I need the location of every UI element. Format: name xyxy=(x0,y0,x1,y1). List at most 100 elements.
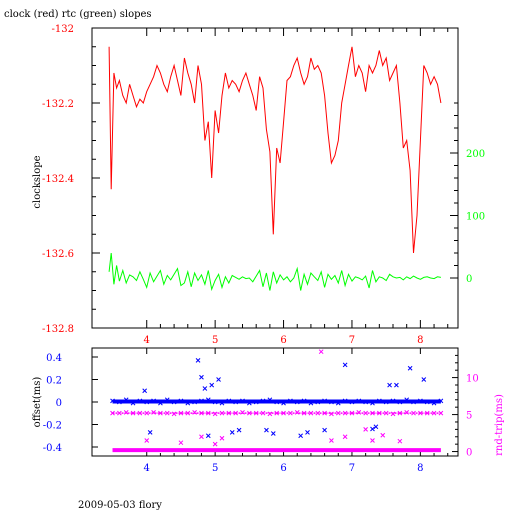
offset-point xyxy=(202,386,208,391)
rndtrip-point xyxy=(411,410,416,416)
offset-point xyxy=(253,399,259,405)
offset-point xyxy=(342,362,348,368)
offset-point xyxy=(260,398,266,404)
clock-plot-series xyxy=(108,46,442,292)
rndtrip-point xyxy=(219,435,225,441)
offset-point xyxy=(390,398,396,404)
y-tick-label: -132.8 xyxy=(42,324,74,335)
offset-point xyxy=(212,399,218,405)
rndtrip-point xyxy=(192,410,197,415)
offset-point xyxy=(147,430,153,435)
rndtrip-point xyxy=(205,410,211,416)
rndtrip-point xyxy=(322,410,327,416)
rndtrip-point xyxy=(315,410,321,416)
rndtrip-point xyxy=(130,410,136,416)
offset-point xyxy=(229,430,235,435)
offset-point xyxy=(315,399,321,405)
x-tick-label: 5 xyxy=(212,463,218,474)
clock-plot-ticks xyxy=(92,27,458,329)
rndtrip-point xyxy=(390,411,396,417)
y-tick-label: 0.2 xyxy=(46,376,62,387)
offset-point xyxy=(199,374,204,380)
rndtrip-point xyxy=(370,410,375,416)
rndtrip-point xyxy=(233,410,239,416)
rndtrip-point xyxy=(363,427,368,432)
offset-point xyxy=(342,398,348,404)
x-tick-label: 5 xyxy=(212,335,218,346)
offset-point xyxy=(370,400,375,406)
offset-point xyxy=(240,398,245,404)
offset-point xyxy=(158,400,163,406)
offset-point xyxy=(226,398,232,404)
y-tick-label: -0.2 xyxy=(43,421,62,432)
offset-point xyxy=(329,399,334,405)
x-tick-label: 6 xyxy=(280,463,286,474)
offset-point xyxy=(270,431,276,436)
y-tick-label: -0.4 xyxy=(43,443,62,454)
rndtrip-point xyxy=(199,410,204,416)
rndtrip-point xyxy=(342,410,348,416)
y-tick-label: -132.2 xyxy=(42,99,74,110)
x-tick-label: 7 xyxy=(349,335,355,346)
rndtrip-point xyxy=(383,410,389,416)
offset-point xyxy=(264,427,269,433)
y-tick-label: -132.6 xyxy=(42,249,74,260)
offset-plot-labels: 4 5 6 7 8 0.4 0.2 0 -0.2 -0.4 10 5 0 xyxy=(43,353,479,474)
rndtrip-point xyxy=(281,410,286,416)
rndtrip-point xyxy=(267,411,273,417)
rndtrip-point xyxy=(370,438,375,443)
rndtrip-point xyxy=(144,438,150,443)
rndtrip-axis-label: rnd-trip(ms) xyxy=(494,394,505,456)
offset-point xyxy=(192,399,197,405)
footer-date-author: 2009-05-03 flory xyxy=(78,500,162,511)
rndtrip-point xyxy=(199,434,204,440)
offset-point xyxy=(171,399,177,405)
clock-slope-line xyxy=(108,46,442,254)
rndtrip-point xyxy=(363,410,368,416)
offset-point xyxy=(144,399,150,405)
offset-axis-label: offset(ms) xyxy=(32,377,43,428)
offset-point xyxy=(236,427,242,433)
offset-point xyxy=(117,399,122,405)
y-tick-label: 0 xyxy=(56,398,62,409)
y2-tick-label: 10 xyxy=(466,374,479,385)
rndtrip-point xyxy=(164,410,170,416)
chart-title: clock (red) rtc (green) slopes xyxy=(4,9,152,20)
offset-point xyxy=(322,427,327,433)
rndtrip-point xyxy=(246,410,252,416)
offset-point xyxy=(288,398,293,404)
offset-point xyxy=(205,433,211,439)
rndtrip-point xyxy=(294,410,300,415)
offset-point xyxy=(137,398,143,404)
y2-tick-label: 0 xyxy=(466,448,472,459)
offset-point xyxy=(209,382,215,388)
rndtrip-point xyxy=(418,410,423,416)
y2-tick-label: 200 xyxy=(466,149,485,160)
rndtrip-point xyxy=(178,440,184,446)
rndtrip-point xyxy=(397,410,403,416)
x-tick-label: 7 xyxy=(349,463,355,474)
rndtrip-point xyxy=(335,410,341,416)
offset-plot-ticks xyxy=(92,348,458,456)
offset-point xyxy=(219,400,225,406)
x-tick-label: 8 xyxy=(417,463,423,474)
offset-point xyxy=(322,398,327,404)
rndtrip-point xyxy=(137,410,143,416)
offset-point xyxy=(164,397,170,403)
offset-point xyxy=(394,382,399,388)
rndtrip-point xyxy=(397,438,403,444)
rndtrip-point xyxy=(123,410,129,415)
offset-point xyxy=(387,382,392,388)
rndtrip-point xyxy=(117,410,122,416)
rndtrip-point xyxy=(318,349,324,355)
y2-tick-label: 5 xyxy=(466,411,472,422)
rndtrip-point xyxy=(185,410,191,416)
rndtrip-point xyxy=(151,410,156,415)
offset-point xyxy=(123,397,129,403)
offset-point xyxy=(130,400,136,406)
offset-point xyxy=(363,399,368,405)
rndtrip-point xyxy=(212,411,218,417)
offset-point xyxy=(424,399,430,405)
offset-point xyxy=(281,400,286,406)
